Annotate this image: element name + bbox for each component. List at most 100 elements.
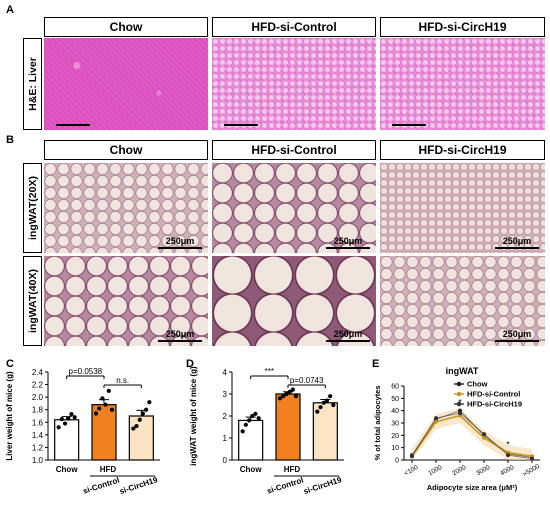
data-point xyxy=(69,412,74,417)
series-point xyxy=(458,411,462,416)
chart-title: ingWAT xyxy=(446,366,479,376)
data-point xyxy=(93,411,99,416)
data-point xyxy=(250,413,255,419)
y-tick-label: 10 xyxy=(391,445,399,452)
category-label: si-CircH19 xyxy=(118,475,159,496)
y-tick-label: 1 xyxy=(223,434,228,443)
y-axis-label: Liver weight of mice (g) xyxy=(5,371,14,461)
y-tick-label: 1.2 xyxy=(32,443,44,452)
data-point xyxy=(103,402,108,407)
legend-marker xyxy=(456,381,462,387)
data-point xyxy=(256,416,261,421)
group-label: HFD xyxy=(100,465,117,474)
row-label-ingwat-40x: ingWAT(40X) xyxy=(23,256,42,346)
series-band xyxy=(412,408,532,460)
bar xyxy=(238,419,264,461)
significance-label: p=0.0538 xyxy=(69,367,103,376)
data-point xyxy=(315,409,320,414)
x-axis-label: Adipocyte size area (μM²) xyxy=(427,483,518,492)
y-tick-label: 50 xyxy=(391,396,399,403)
data-point xyxy=(147,400,152,405)
x-tick-label: 3000 xyxy=(475,464,491,477)
series-point xyxy=(530,456,534,461)
data-point xyxy=(243,422,248,427)
scale-bar: 250μm xyxy=(495,329,539,342)
data-point xyxy=(277,396,283,401)
series-point xyxy=(434,416,438,421)
data-point xyxy=(246,418,252,423)
legend-label: Chow xyxy=(467,380,488,389)
micrograph-ingwat40x-si-circh19: 250μm xyxy=(380,256,545,346)
data-point xyxy=(318,405,323,410)
data-point xyxy=(109,407,115,412)
category-label: Chow xyxy=(240,465,263,474)
y-tick-label: 2 xyxy=(223,412,228,421)
data-point xyxy=(331,402,336,408)
data-point xyxy=(137,417,142,422)
panel-letter-e: E xyxy=(372,358,380,370)
data-point xyxy=(290,387,295,392)
y-tick-label: 20 xyxy=(391,433,399,440)
series-point xyxy=(482,435,486,440)
y-tick-label: 2.2 xyxy=(32,381,44,390)
annotation-star: * xyxy=(506,440,510,450)
legend-label: HFD-si-Control xyxy=(467,390,520,399)
bar xyxy=(275,393,301,461)
scale-bar: 250μm xyxy=(326,236,370,249)
header-a-si-control: HFD-si-Control xyxy=(212,17,376,37)
data-point xyxy=(240,429,245,434)
chart-c-liver-weight: 1.0 1.2 1.4 1.6 1.8 2.0 2.2 2.4 Liver weight of … xyxy=(5,367,160,496)
y-tick-label: 2.0 xyxy=(32,393,44,402)
x-tick-label: 4000 xyxy=(499,464,515,477)
micrograph-liver-chow xyxy=(44,38,208,130)
series-line xyxy=(411,412,533,460)
y-tick-label: 40 xyxy=(391,408,399,415)
y-axis-label: ingWAT weight of mice (g) xyxy=(189,366,198,466)
panel-letter-d: D xyxy=(186,358,194,370)
x-tick-label: 1000 xyxy=(427,464,443,477)
scale-bar: 250μm xyxy=(158,329,202,342)
micrograph-ingwat40x-chow: 250μm xyxy=(44,256,208,346)
bar xyxy=(128,415,154,461)
data-point xyxy=(134,423,139,429)
data-point xyxy=(324,398,330,403)
header-b-si-control: HFD-si-Control xyxy=(212,140,376,160)
panel-letter-a: A xyxy=(6,4,14,16)
data-point xyxy=(328,394,333,399)
panel-letter-c: C xyxy=(6,358,14,370)
micrograph-ingwat40x-si-control: 250μm xyxy=(212,256,376,346)
data-point xyxy=(144,407,149,412)
chart-e-adipocyte-size: ingWAT 0 10 20 30 40 50 60 % of total adipocytes… xyxy=(373,366,541,492)
y-tick-label: 30 xyxy=(391,421,399,428)
data-point xyxy=(253,411,258,416)
category-label: si-Control xyxy=(82,476,121,496)
x-tick-label: 2000 xyxy=(451,464,467,477)
micrograph-liver-si-circh19 xyxy=(380,38,545,130)
y-tick-label: 1.8 xyxy=(32,406,44,415)
micrograph-ingwat20x-si-control: 250μm xyxy=(212,163,376,253)
group-label: HFD xyxy=(284,465,301,474)
scale-bar: 250μm xyxy=(495,236,539,249)
data-point xyxy=(131,426,136,431)
data-point xyxy=(100,396,105,401)
panel-letter-b: B xyxy=(6,134,14,146)
significance-label: p=0.0743 xyxy=(290,376,324,385)
y-tick-label: 0 xyxy=(395,458,399,465)
y-tick-label: 2.4 xyxy=(32,368,44,377)
data-point xyxy=(66,416,71,421)
data-point xyxy=(97,406,102,411)
micrograph-ingwat20x-chow: 250μm xyxy=(44,163,208,253)
scale-bar: 250μm xyxy=(158,236,202,249)
y-tick-label: 1.6 xyxy=(32,418,44,427)
y-tick-label: 0 xyxy=(223,456,228,465)
y-tick-label: 4 xyxy=(223,368,228,377)
legend-marker xyxy=(456,391,462,397)
significance-label: *** xyxy=(265,367,274,376)
y-tick-label: 1.4 xyxy=(32,431,44,440)
scale-bar: 250μm xyxy=(326,329,370,342)
data-point xyxy=(281,394,286,399)
data-point xyxy=(62,421,68,426)
micrograph-liver-si-control xyxy=(212,38,376,130)
